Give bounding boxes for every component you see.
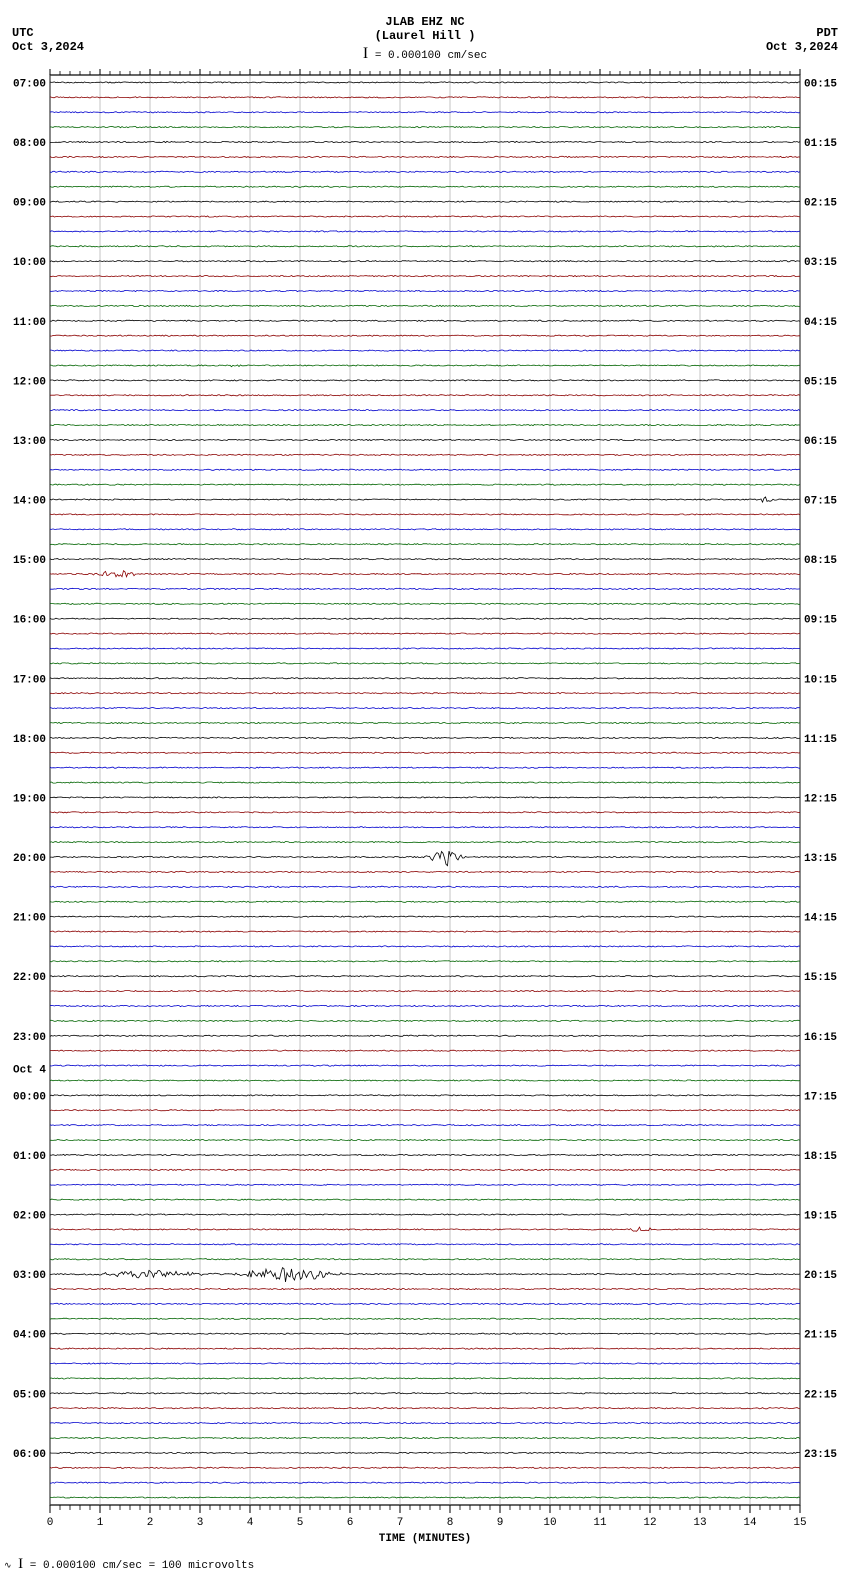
svg-text:4: 4	[247, 1517, 254, 1529]
svg-text:05:15: 05:15	[804, 376, 837, 388]
svg-text:3: 3	[197, 1517, 204, 1529]
svg-text:11: 11	[593, 1517, 607, 1529]
svg-text:7: 7	[397, 1517, 404, 1529]
svg-text:11:15: 11:15	[804, 734, 837, 746]
svg-text:15:00: 15:00	[13, 555, 46, 567]
svg-text:21:00: 21:00	[13, 913, 46, 925]
svg-text:11:00: 11:00	[13, 317, 46, 329]
svg-text:15: 15	[793, 1517, 806, 1529]
svg-text:6: 6	[347, 1517, 354, 1529]
svg-text:19:00: 19:00	[13, 793, 46, 805]
svg-text:13: 13	[693, 1517, 706, 1529]
svg-text:03:15: 03:15	[804, 257, 837, 269]
date-right: Oct 3,2024	[766, 40, 838, 54]
svg-text:2: 2	[147, 1517, 154, 1529]
svg-text:20:15: 20:15	[804, 1270, 837, 1282]
svg-text:10:00: 10:00	[13, 257, 46, 269]
svg-text:18:15: 18:15	[804, 1151, 837, 1163]
svg-text:01:15: 01:15	[804, 138, 837, 150]
svg-text:09:15: 09:15	[804, 615, 837, 627]
svg-text:10:15: 10:15	[804, 674, 837, 686]
svg-text:02:00: 02:00	[13, 1211, 46, 1223]
svg-text:13:15: 13:15	[804, 853, 837, 865]
svg-text:03:00: 03:00	[13, 1270, 46, 1282]
seismogram-plot: 0123456789101112131415TIME (MINUTES)07:0…	[0, 60, 850, 1550]
svg-text:Oct 4: Oct 4	[13, 1064, 46, 1076]
svg-text:12:00: 12:00	[13, 376, 46, 388]
station: JLAB EHZ NC	[0, 15, 850, 29]
svg-text:21:15: 21:15	[804, 1330, 837, 1342]
svg-text:TIME (MINUTES): TIME (MINUTES)	[379, 1533, 471, 1545]
tz-right: PDT	[766, 26, 838, 40]
svg-text:22:00: 22:00	[13, 972, 46, 984]
footer: ∿ I = 0.000100 cm/sec = 100 microvolts	[0, 1550, 850, 1573]
svg-text:09:00: 09:00	[13, 198, 46, 210]
svg-text:14:00: 14:00	[13, 496, 46, 508]
header-center: JLAB EHZ NC (Laurel Hill ) I = 0.000100 …	[0, 15, 850, 63]
header-right: PDT Oct 3,2024	[766, 26, 838, 54]
svg-text:06:00: 06:00	[13, 1449, 46, 1461]
svg-text:8: 8	[447, 1517, 454, 1529]
svg-text:13:00: 13:00	[13, 436, 46, 448]
header: UTC Oct 3,2024 JLAB EHZ NC (Laurel Hill …	[0, 0, 850, 60]
svg-text:14:15: 14:15	[804, 913, 837, 925]
svg-text:00:15: 00:15	[804, 78, 837, 90]
svg-text:10: 10	[543, 1517, 556, 1529]
svg-text:02:15: 02:15	[804, 198, 837, 210]
svg-text:15:15: 15:15	[804, 972, 837, 984]
svg-text:0: 0	[47, 1517, 54, 1529]
svg-text:04:15: 04:15	[804, 317, 837, 329]
svg-text:1: 1	[97, 1517, 104, 1529]
svg-text:20:00: 20:00	[13, 853, 46, 865]
svg-text:01:00: 01:00	[13, 1151, 46, 1163]
svg-text:16:15: 16:15	[804, 1032, 837, 1044]
svg-text:14: 14	[743, 1517, 757, 1529]
svg-text:05:00: 05:00	[13, 1389, 46, 1401]
svg-text:07:00: 07:00	[13, 78, 46, 90]
svg-text:06:15: 06:15	[804, 436, 837, 448]
svg-text:12: 12	[643, 1517, 656, 1529]
svg-text:04:00: 04:00	[13, 1330, 46, 1342]
svg-text:22:15: 22:15	[804, 1389, 837, 1401]
location: (Laurel Hill )	[0, 29, 850, 43]
svg-text:12:15: 12:15	[804, 793, 837, 805]
svg-text:5: 5	[297, 1517, 304, 1529]
svg-text:19:15: 19:15	[804, 1211, 837, 1223]
svg-text:17:00: 17:00	[13, 674, 46, 686]
svg-text:9: 9	[497, 1517, 504, 1529]
svg-text:00:00: 00:00	[13, 1091, 46, 1103]
svg-text:18:00: 18:00	[13, 734, 46, 746]
svg-text:23:00: 23:00	[13, 1032, 46, 1044]
svg-text:17:15: 17:15	[804, 1091, 837, 1103]
svg-text:07:15: 07:15	[804, 496, 837, 508]
svg-text:08:15: 08:15	[804, 555, 837, 567]
seismogram-svg: 0123456789101112131415TIME (MINUTES)07:0…	[0, 60, 850, 1550]
svg-text:16:00: 16:00	[13, 615, 46, 627]
svg-text:23:15: 23:15	[804, 1449, 837, 1461]
svg-text:08:00: 08:00	[13, 138, 46, 150]
